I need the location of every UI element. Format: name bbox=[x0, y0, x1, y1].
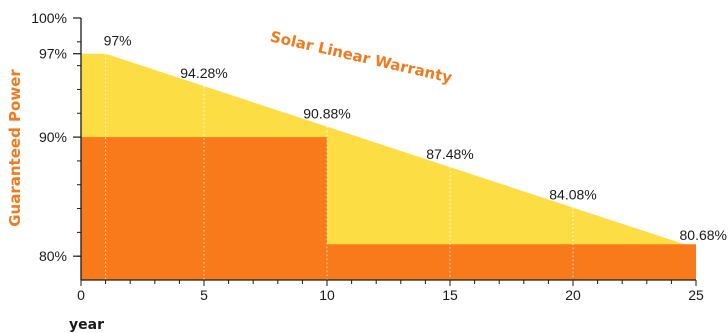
data-label-5: 84.08% bbox=[549, 187, 596, 203]
y-axis-title: Guaranteed Power bbox=[6, 69, 24, 227]
linear-warranty-annotation: Solar Linear Warranty bbox=[268, 27, 453, 86]
x-tick-label-25: 25 bbox=[688, 287, 704, 303]
y-tick-label-90pct: 90% bbox=[39, 129, 67, 145]
y-tick-label-97pct: 97% bbox=[39, 46, 67, 62]
step-warranty-block-1 bbox=[81, 137, 327, 280]
step-warranty-block-2 bbox=[327, 244, 696, 280]
data-label-1: 97% bbox=[104, 33, 132, 49]
x-tick-label-5: 5 bbox=[200, 287, 208, 303]
x-tick-label-0: 0 bbox=[77, 287, 85, 303]
data-label-3: 90.88% bbox=[303, 106, 350, 122]
data-label-4: 87.48% bbox=[426, 146, 473, 162]
x-tick-label-20: 20 bbox=[565, 287, 581, 303]
y-tick-label-80pct: 80% bbox=[39, 248, 67, 264]
x-axis-title: year bbox=[69, 317, 104, 333]
data-label-6: 80.68% bbox=[680, 227, 727, 243]
x-tick-label-10: 10 bbox=[319, 287, 335, 303]
areas-layer bbox=[81, 53, 696, 281]
x-tick-label-15: 15 bbox=[442, 287, 458, 303]
y-tick-label-100pct: 100% bbox=[31, 10, 67, 26]
guides-layer bbox=[105, 53, 574, 280]
labels-layer: 0 5 10 15 20 25 100% 97% 90% 80% 97% 94.28% 90.88% 87… bbox=[31, 10, 727, 303]
axes-layer bbox=[73, 17, 697, 286]
data-label-2: 94.28% bbox=[180, 65, 227, 81]
